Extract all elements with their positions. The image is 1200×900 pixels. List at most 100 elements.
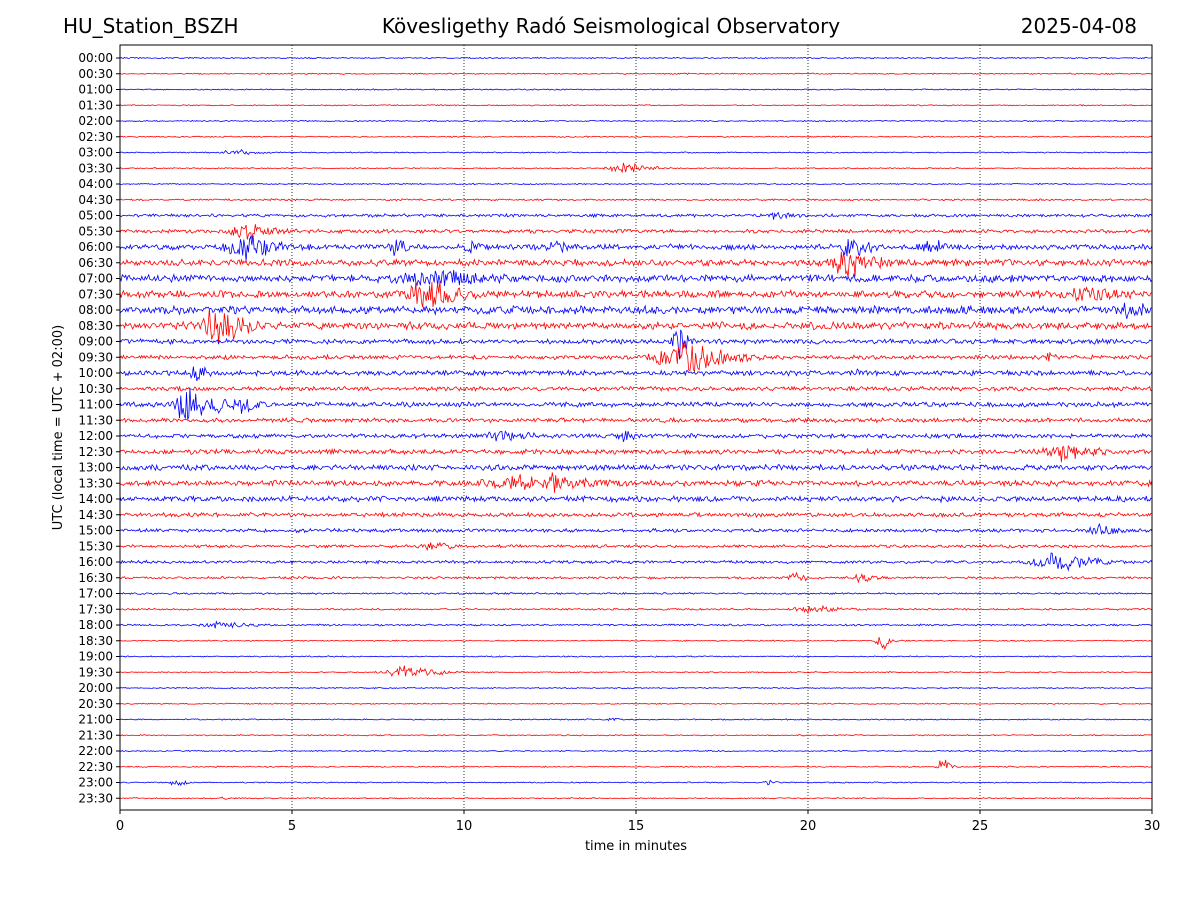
y-tick-label: 16:30	[78, 571, 113, 585]
seismic-trace	[119, 135, 1153, 138]
seismic-trace	[119, 541, 1153, 551]
y-tick-label: 21:00	[78, 713, 113, 727]
seismic-trace	[119, 796, 1153, 800]
y-tick-label: 13:00	[78, 461, 113, 475]
seismic-trace	[119, 655, 1153, 658]
y-tick-label: 02:00	[78, 114, 113, 128]
x-tick-label: 20	[800, 819, 817, 834]
y-axis-label: UTC (local time = UTC + 02:00)	[51, 325, 66, 530]
y-tick-label: 00:30	[78, 67, 113, 81]
y-tick-label: 15:00	[78, 524, 113, 538]
seismic-trace	[119, 235, 1153, 262]
seismic-trace	[119, 280, 1153, 308]
y-tick-label: 08:00	[78, 303, 113, 317]
y-tick-label: 06:00	[78, 240, 113, 254]
seismic-trace	[119, 224, 1153, 240]
y-tick-label: 19:00	[78, 650, 113, 664]
seismic-trace	[119, 779, 1153, 787]
y-tick-label: 01:30	[78, 98, 113, 112]
y-tick-label: 04:00	[78, 177, 113, 191]
x-tick-label: 25	[972, 819, 989, 834]
y-tick-label: 21:30	[78, 728, 113, 742]
x-axis-ticks: 0 5 10 15 20 25 30	[116, 810, 1160, 834]
seismic-trace	[119, 72, 1153, 75]
seismic-trace	[119, 571, 1153, 584]
y-tick-label: 12:30	[78, 445, 113, 459]
y-tick-label: 04:30	[78, 193, 113, 207]
seismic-trace	[119, 665, 1153, 677]
seismic-trace	[119, 387, 1153, 420]
y-tick-label: 11:00	[78, 398, 113, 412]
seismic-trace	[119, 686, 1153, 690]
y-tick-label: 16:00	[78, 555, 113, 569]
seismic-trace	[119, 604, 1153, 615]
seismic-trace	[119, 522, 1153, 536]
y-tick-label: 14:00	[78, 492, 113, 506]
seismic-trace	[119, 494, 1153, 504]
seismic-trace	[119, 182, 1153, 186]
grid-lines	[291, 45, 981, 810]
seismic-trace	[119, 444, 1153, 463]
seismic-trace	[119, 749, 1153, 753]
y-tick-label: 05:00	[78, 209, 113, 223]
y-tick-label: 23:30	[78, 791, 113, 805]
seismic-trace	[119, 366, 1153, 382]
seismic-trace	[119, 308, 1153, 344]
seismic-trace	[119, 56, 1153, 60]
seismic-trace	[119, 88, 1152, 91]
y-tick-label: 01:00	[78, 83, 113, 97]
y-tick-label: 14:30	[78, 508, 113, 522]
seismic-trace	[119, 734, 1152, 737]
y-tick-label: 18:30	[78, 634, 113, 648]
seismic-trace	[119, 416, 1153, 424]
x-axis-label: time in minutes	[585, 839, 687, 854]
y-tick-label: 08:30	[78, 319, 113, 333]
seismic-trace	[119, 302, 1153, 319]
y-tick-label: 03:30	[78, 161, 113, 175]
seismic-trace	[120, 759, 1153, 769]
y-tick-label: 06:30	[78, 256, 113, 270]
y-tick-label: 22:30	[78, 760, 113, 774]
y-tick-label: 02:30	[78, 130, 113, 144]
seismic-traces	[119, 56, 1153, 800]
chart-title: Kövesligethy Radó Seismological Observat…	[381, 14, 841, 38]
y-tick-label: 17:00	[78, 587, 113, 601]
seismic-trace	[119, 119, 1153, 123]
x-tick-label: 10	[456, 819, 473, 834]
y-tick-label: 03:00	[78, 146, 113, 160]
y-tick-label: 00:00	[78, 51, 113, 65]
seismic-trace	[119, 511, 1153, 519]
seismic-trace	[119, 717, 1153, 722]
seismic-trace	[119, 269, 1153, 287]
seismic-trace	[119, 702, 1153, 705]
y-tick-label: 18:00	[78, 618, 113, 632]
seismic-trace	[119, 620, 1153, 629]
seismic-trace	[119, 430, 1153, 442]
seismic-trace	[119, 211, 1153, 220]
y-tick-label: 13:30	[78, 476, 113, 490]
x-tick-label: 0	[116, 819, 124, 834]
seismic-trace	[119, 198, 1153, 202]
y-tick-label: 10:30	[78, 382, 113, 396]
y-tick-label: 12:00	[78, 429, 113, 443]
x-tick-label: 5	[288, 819, 296, 834]
x-tick-label: 15	[628, 819, 645, 834]
y-tick-label: 22:00	[78, 744, 113, 758]
seismic-trace	[119, 637, 1153, 651]
y-tick-label: 23:00	[78, 776, 113, 790]
y-tick-label: 15:30	[78, 539, 113, 553]
y-tick-label: 07:30	[78, 287, 113, 301]
y-tick-label: 17:30	[78, 602, 113, 616]
seismic-trace	[119, 162, 1153, 173]
seismic-trace	[119, 104, 1153, 107]
y-tick-label: 11:30	[78, 413, 113, 427]
y-tick-label: 19:30	[78, 665, 113, 679]
y-tick-label: 05:30	[78, 224, 113, 238]
date-label: 2025-04-08	[1020, 14, 1137, 38]
seismic-trace	[119, 552, 1153, 572]
seismic-trace	[119, 149, 1153, 155]
seismic-trace	[119, 385, 1153, 393]
station-name: HU_Station_BSZH	[63, 14, 239, 38]
